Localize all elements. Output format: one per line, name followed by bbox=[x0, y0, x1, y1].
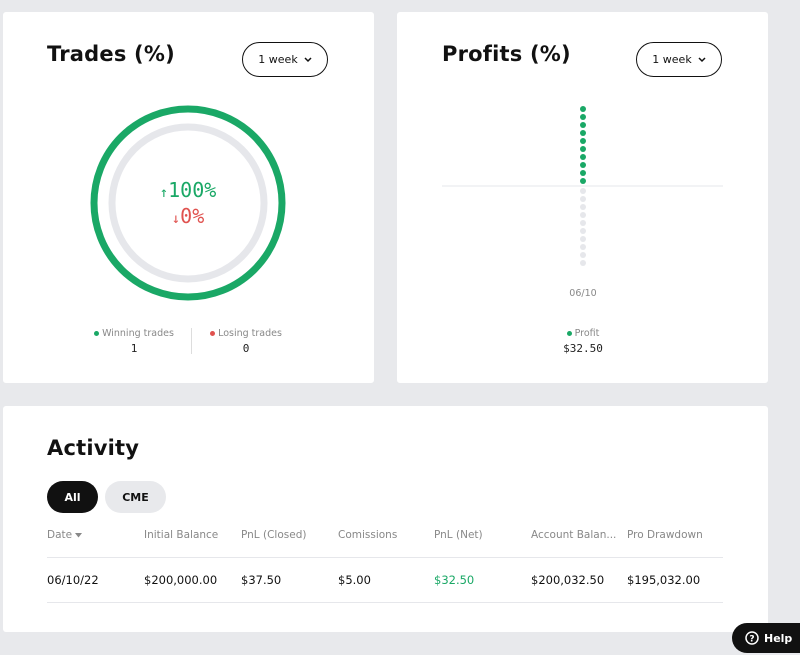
cell: $200,000.00 bbox=[144, 573, 218, 587]
lose-ring bbox=[108, 123, 268, 283]
cell: $37.50 bbox=[241, 573, 282, 587]
profits-chart bbox=[442, 106, 723, 266]
down-arrow: ↓ bbox=[171, 211, 181, 227]
activity-title: Activity bbox=[47, 436, 140, 460]
up-arrow: ↑ bbox=[159, 185, 169, 201]
chart-dot bbox=[580, 178, 586, 184]
help-icon: ? bbox=[745, 631, 759, 645]
chart-dot bbox=[580, 204, 586, 210]
legend-value: 0 bbox=[242, 342, 250, 355]
lose-pct: ↓0% bbox=[88, 204, 288, 228]
column-header: Account Balan... bbox=[531, 529, 617, 541]
chart-dot bbox=[580, 252, 586, 258]
legend-label: Profit bbox=[574, 328, 600, 339]
cell: $32.50 bbox=[434, 573, 475, 587]
chart-dot bbox=[580, 220, 586, 226]
chart-dot bbox=[580, 196, 586, 202]
activity-card bbox=[3, 406, 768, 632]
win-pct-text: 100% bbox=[168, 178, 217, 202]
cell: $195,032.00 bbox=[627, 573, 701, 587]
svg-text:?: ? bbox=[749, 635, 754, 645]
legend-label: Winning trades bbox=[102, 328, 174, 339]
legend-value: 1 bbox=[130, 342, 138, 355]
lose-pct-text: 0% bbox=[180, 204, 205, 228]
period-label: 1 week bbox=[258, 53, 298, 66]
profits-title: Profits (%) bbox=[442, 42, 571, 66]
chart-dot bbox=[580, 212, 586, 218]
column-header: PnL (Net) bbox=[434, 529, 483, 541]
cell: $200,032.50 bbox=[531, 573, 605, 587]
chart-dot bbox=[580, 236, 586, 242]
column-header: Pro Drawdown bbox=[627, 529, 703, 541]
row-divider bbox=[47, 602, 723, 603]
win-ring bbox=[90, 105, 286, 301]
column-header[interactable]: Date bbox=[47, 529, 83, 541]
chart-dot bbox=[580, 188, 586, 194]
legend-value: $32.50 bbox=[563, 342, 603, 355]
cell: $5.00 bbox=[338, 573, 371, 587]
chart-dot bbox=[580, 130, 586, 136]
help-button[interactable]: ? Help bbox=[732, 623, 800, 653]
trades-title: Trades (%) bbox=[47, 42, 175, 66]
winning-legend: Winning trades 1 bbox=[84, 328, 184, 355]
tab-all[interactable]: All bbox=[47, 481, 98, 513]
profits-period-dropdown[interactable]: 1 week bbox=[636, 42, 722, 77]
help-label: Help bbox=[764, 631, 793, 645]
legend-dot bbox=[94, 331, 100, 336]
chart-dot bbox=[580, 114, 586, 120]
x-label: 06/10 bbox=[569, 288, 597, 299]
legend-label: Losing trades bbox=[218, 328, 282, 339]
column-header: PnL (Closed) bbox=[241, 529, 307, 541]
row-divider bbox=[47, 557, 723, 558]
header-text: Date bbox=[47, 529, 73, 541]
period-label: 1 week bbox=[652, 53, 692, 66]
losing-legend: Losing trades 0 bbox=[196, 328, 296, 355]
profit-legend: Profit $32.50 bbox=[533, 328, 633, 355]
trades-ring bbox=[90, 105, 286, 301]
chart-dot bbox=[580, 122, 586, 128]
chart-dot bbox=[580, 138, 586, 144]
chart-dot bbox=[580, 170, 586, 176]
chevron bbox=[698, 56, 706, 62]
trades-period-dropdown[interactable]: 1 week bbox=[242, 42, 328, 77]
chart-dot bbox=[580, 162, 586, 168]
sort-icon bbox=[75, 533, 83, 538]
legend-divider bbox=[191, 328, 192, 354]
column-header: Initial Balance bbox=[144, 529, 219, 541]
chart-dot bbox=[580, 106, 586, 112]
legend-dot bbox=[210, 331, 216, 336]
tab-cme[interactable]: CME bbox=[105, 481, 166, 513]
chart-dot bbox=[580, 154, 586, 160]
cell: 06/10/22 bbox=[47, 573, 99, 587]
chart-dot bbox=[580, 260, 586, 266]
column-header: Comissions bbox=[338, 529, 398, 541]
chevron bbox=[304, 56, 312, 62]
chart-dot bbox=[580, 244, 586, 250]
win-pct: ↑100% bbox=[88, 178, 288, 202]
chart-dot bbox=[580, 146, 586, 152]
legend-dot bbox=[566, 331, 572, 336]
chart-dot bbox=[580, 228, 586, 234]
